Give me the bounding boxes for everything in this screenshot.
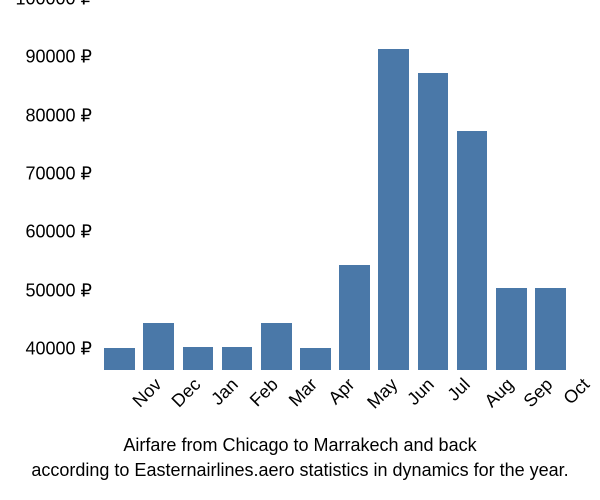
bar xyxy=(378,49,409,370)
bar xyxy=(339,265,370,370)
x-tick-label: Jan xyxy=(203,370,243,410)
bar xyxy=(457,131,488,370)
bar xyxy=(535,288,566,370)
x-tick-label: Aug xyxy=(476,370,518,412)
bar xyxy=(183,347,214,370)
bar xyxy=(104,348,135,370)
y-tick-label: 40000 ₽ xyxy=(25,339,92,360)
caption-line-1: Airfare from Chicago to Marrakech and ba… xyxy=(123,435,476,455)
x-tick-label: Apr xyxy=(321,370,360,409)
plot-area: 40000 ₽50000 ₽60000 ₽70000 ₽80000 ₽90000… xyxy=(100,20,570,370)
caption-line-2: according to Easternairlines.aero statis… xyxy=(31,460,568,480)
x-tick-label: Nov xyxy=(124,370,166,412)
bars-container xyxy=(100,20,570,370)
chart-caption: Airfare from Chicago to Marrakech and ba… xyxy=(0,433,600,482)
x-tick-label: Feb xyxy=(242,370,283,411)
y-tick-label: 90000 ₽ xyxy=(25,47,92,68)
x-tick-label: Mar xyxy=(281,370,322,411)
y-tick-label: 60000 ₽ xyxy=(25,222,92,243)
bar xyxy=(496,288,527,370)
y-tick-label: 100000 ₽ xyxy=(15,0,92,10)
airfare-chart: 40000 ₽ 50000 ₽ 60000 ₽ 70000 ₽ 80000 ₽ 90000… xyxy=(0,0,600,500)
bar xyxy=(300,348,331,370)
bar xyxy=(418,73,449,371)
x-tick-label: Dec xyxy=(163,370,205,412)
x-tick-label: Oct xyxy=(556,370,595,409)
bar xyxy=(222,347,253,370)
y-tick-label: 70000 ₽ xyxy=(25,164,92,185)
x-tick-label: Jul xyxy=(439,370,474,405)
x-tick-label: Sep xyxy=(516,370,558,412)
x-tick-label: May xyxy=(359,370,402,413)
y-tick-label: 80000 ₽ xyxy=(25,105,92,126)
y-tick-label: 50000 ₽ xyxy=(25,280,92,301)
bar xyxy=(143,323,174,370)
x-tick-label: Jun xyxy=(399,370,439,410)
bar xyxy=(261,323,292,370)
